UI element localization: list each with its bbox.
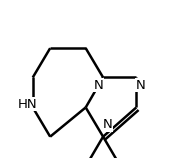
Text: HN: HN [17, 98, 37, 111]
Text: N: N [93, 79, 103, 92]
Text: N: N [103, 118, 113, 131]
Text: N: N [136, 79, 146, 92]
